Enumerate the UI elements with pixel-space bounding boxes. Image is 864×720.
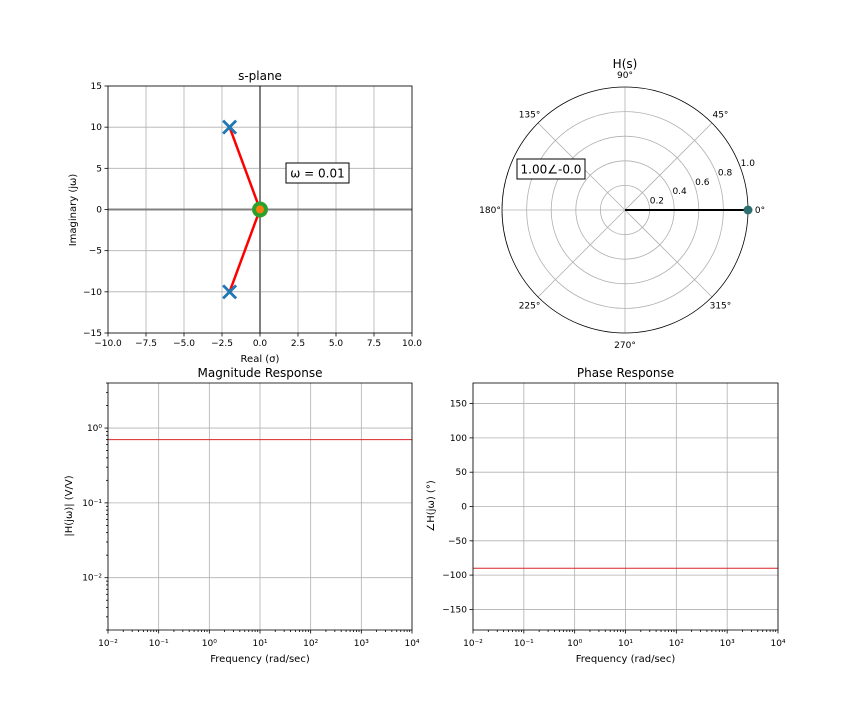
polar-radial-label: 0.2 xyxy=(650,197,664,207)
magnitude-ylabel: |H(jω)| (V/V) xyxy=(64,475,75,536)
s-plane-y-tick-label: 10 xyxy=(91,123,103,133)
polar-angle-gridline xyxy=(624,122,713,211)
polar-marks xyxy=(625,205,753,215)
pole-vector xyxy=(228,126,262,210)
phase-y-tick-label: 100 xyxy=(450,434,467,444)
magnitude-x-tick-label: 10¹ xyxy=(252,639,267,649)
phase-x-tick-label: 10² xyxy=(669,639,684,649)
pole-marker xyxy=(222,284,238,300)
phase-y-tick-label: 0 xyxy=(461,503,467,513)
magnitude-chart: 10⁻² 10⁻¹ 10⁰ 10¹ 10² 10³ 10⁴ 10⁻² 10⁻¹ 10⁰ Magni… xyxy=(64,366,420,665)
test-point-marker xyxy=(256,205,264,214)
s-plane-x-tick-label: −2.5 xyxy=(211,339,233,349)
s-plane-chart: −10.0 −7.5 −5.0 −2.5 0.0 2.5 5.0 7.5 10.0 −15 −10 −… xyxy=(68,69,422,365)
s-plane-x-tick-label: −10.0 xyxy=(94,339,122,349)
s-plane-ylabel: Imaginary (jω) xyxy=(68,174,79,247)
polar-angle-label: 315° xyxy=(710,301,732,311)
polar-title: H(s) xyxy=(613,57,638,71)
s-plane-y-tick-label: −15 xyxy=(83,329,102,339)
pole-marker xyxy=(222,119,238,135)
phase-y-tick-label: 50 xyxy=(456,468,468,478)
magnitude-ticks: 10⁻² 10⁻¹ 10⁰ 10¹ 10² 10³ 10⁴ 10⁻² 10⁻¹ 10⁰ xyxy=(82,382,420,649)
phasor-annotation-text: 1.00∠-0.0 xyxy=(521,163,582,177)
phase-y-tick-label: −100 xyxy=(442,571,467,581)
polar-angle-label: 45° xyxy=(712,111,728,121)
s-plane-y-tick-label: 5 xyxy=(96,164,102,174)
phase-x-tick-label: 10⁰ xyxy=(567,639,582,649)
polar-angle-label: 270° xyxy=(614,341,636,351)
s-plane-x-tick-label: −5.0 xyxy=(173,339,195,349)
s-plane-y-tick-label: 15 xyxy=(91,82,102,92)
s-plane-x-tick-label: 0.0 xyxy=(253,339,268,349)
pole-vector xyxy=(228,208,262,293)
phasor-annotation: 1.00∠-0.0 xyxy=(516,158,586,180)
magnitude-frame xyxy=(107,382,413,631)
s-plane-frame xyxy=(107,85,413,334)
polar-angle-label: 225° xyxy=(519,301,541,311)
phase-x-tick-label: 10⁴ xyxy=(770,639,785,649)
phase-ylabel: ∠H(jω) (°) xyxy=(426,480,437,532)
magnitude-x-tick-label: 10⁻² xyxy=(98,639,118,649)
polar-chart: 0.2 0.4 0.6 0.8 1.0 0° 45° 90° 135° 180° 225° 270° 3… xyxy=(479,57,765,351)
s-plane-ticks: −10.0 −7.5 −5.0 −2.5 0.0 2.5 5.0 7.5 10.0 −15 −10 −… xyxy=(83,82,422,349)
magnitude-xlabel: Frequency (rad/sec) xyxy=(210,654,310,665)
polar-angle-gridline xyxy=(624,209,713,298)
phase-x-tick-label: 10⁻¹ xyxy=(514,639,534,649)
polar-angle-gridline xyxy=(537,209,626,298)
magnitude-x-tick-label: 10³ xyxy=(354,639,369,649)
magnitude-x-tick-label: 10⁻¹ xyxy=(149,639,169,649)
magnitude-y-tick-label: 10⁻¹ xyxy=(82,499,102,509)
phase-y-tick-label: 150 xyxy=(450,400,467,410)
polar-angle-label: 0° xyxy=(755,206,765,216)
phase-title: Phase Response xyxy=(577,366,674,380)
phase-xlabel: Frequency (rad/sec) xyxy=(576,654,676,665)
polar-angle-label: 135° xyxy=(519,111,541,121)
pole-marker-stroke xyxy=(222,119,238,135)
s-plane-x-tick-label: 5.0 xyxy=(329,339,344,349)
s-plane-title: s-plane xyxy=(238,69,282,83)
polar-angle-label: 90° xyxy=(617,71,633,81)
magnitude-x-tick-label: 10⁴ xyxy=(404,639,419,649)
omega-annotation-text: ω = 0.01 xyxy=(290,167,344,181)
s-plane-x-tick-label: 2.5 xyxy=(291,339,305,349)
polar-radial-label: 0.6 xyxy=(695,178,710,188)
phase-grid xyxy=(472,383,779,630)
polar-angle-label: 180° xyxy=(479,206,501,216)
s-plane-x-tick-label: 7.5 xyxy=(367,339,381,349)
magnitude-title: Magnitude Response xyxy=(197,366,322,380)
polar-radial-label: 0.8 xyxy=(718,168,733,178)
magnitude-x-tick-label: 10² xyxy=(303,639,318,649)
phase-y-tick-label: −150 xyxy=(442,605,467,615)
phase-frame xyxy=(472,382,779,631)
phase-x-tick-label: 10¹ xyxy=(618,639,633,649)
polar-radial-label: 1.0 xyxy=(741,159,756,169)
omega-annotation: ω = 0.01 xyxy=(285,162,350,184)
omega-annotation-box xyxy=(285,162,350,184)
phase-ticks: 10⁻² 10⁻¹ 10⁰ 10¹ 10² 10³ 10⁴ −150 −100 −50 0 50 100… xyxy=(442,400,786,649)
s-plane-x-tick-label: 10.0 xyxy=(402,339,422,349)
s-plane-y-tick-label: −5 xyxy=(89,247,102,257)
magnitude-y-tick-label: 10⁻² xyxy=(82,574,102,584)
magnitude-y-tick-label: 10⁰ xyxy=(87,424,102,434)
magnitude-x-tick-label: 10⁰ xyxy=(202,639,217,649)
s-plane-marks xyxy=(108,86,412,333)
s-plane-y-tick-label: −10 xyxy=(83,288,102,298)
phase-chart: 10⁻² 10⁻¹ 10⁰ 10¹ 10² 10³ 10⁴ −150 −100 −50 0 50 100… xyxy=(426,366,786,665)
pole-marker-stroke xyxy=(222,284,238,300)
phasor-tip-marker xyxy=(743,205,753,215)
s-plane-y-tick-label: 0 xyxy=(96,206,102,216)
phasor-annotation-box xyxy=(516,158,586,180)
phase-x-tick-label: 10³ xyxy=(720,639,735,649)
polar-radial-label: 0.4 xyxy=(672,187,687,197)
s-plane-x-tick-label: −7.5 xyxy=(135,339,157,349)
s-plane-xlabel: Real (σ) xyxy=(241,354,280,365)
phase-y-tick-label: −50 xyxy=(448,537,467,547)
magnitude-grid xyxy=(107,383,413,630)
phase-x-tick-label: 10⁻² xyxy=(463,639,483,649)
polar-labels: 0.2 0.4 0.6 0.8 1.0 0° 45° 90° 135° 180° 225° 270° 3… xyxy=(479,71,765,351)
